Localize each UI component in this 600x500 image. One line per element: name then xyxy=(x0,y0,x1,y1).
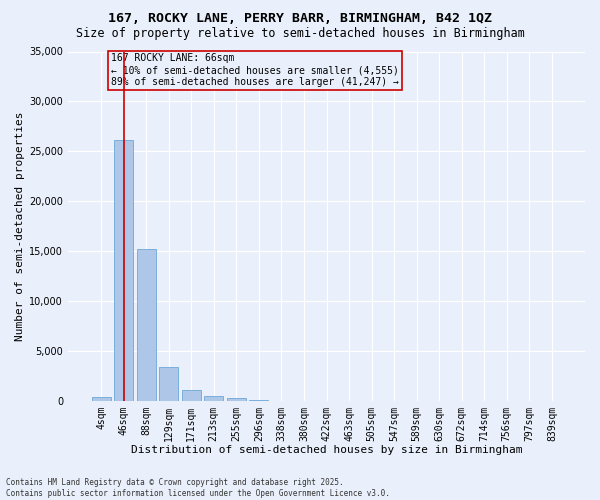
Bar xyxy=(227,398,246,400)
Text: 167 ROCKY LANE: 66sqm
← 10% of semi-detached houses are smaller (4,555)
89% of s: 167 ROCKY LANE: 66sqm ← 10% of semi-deta… xyxy=(111,54,399,86)
Y-axis label: Number of semi-detached properties: Number of semi-detached properties xyxy=(15,112,25,341)
Bar xyxy=(114,140,133,400)
Bar xyxy=(137,249,156,400)
X-axis label: Distribution of semi-detached houses by size in Birmingham: Distribution of semi-detached houses by … xyxy=(131,445,522,455)
Text: 167, ROCKY LANE, PERRY BARR, BIRMINGHAM, B42 1QZ: 167, ROCKY LANE, PERRY BARR, BIRMINGHAM,… xyxy=(108,12,492,26)
Text: Size of property relative to semi-detached houses in Birmingham: Size of property relative to semi-detach… xyxy=(76,28,524,40)
Bar xyxy=(182,390,201,400)
Text: Contains HM Land Registry data © Crown copyright and database right 2025.
Contai: Contains HM Land Registry data © Crown c… xyxy=(6,478,390,498)
Bar xyxy=(92,396,110,400)
Bar xyxy=(159,368,178,400)
Bar xyxy=(204,396,223,400)
